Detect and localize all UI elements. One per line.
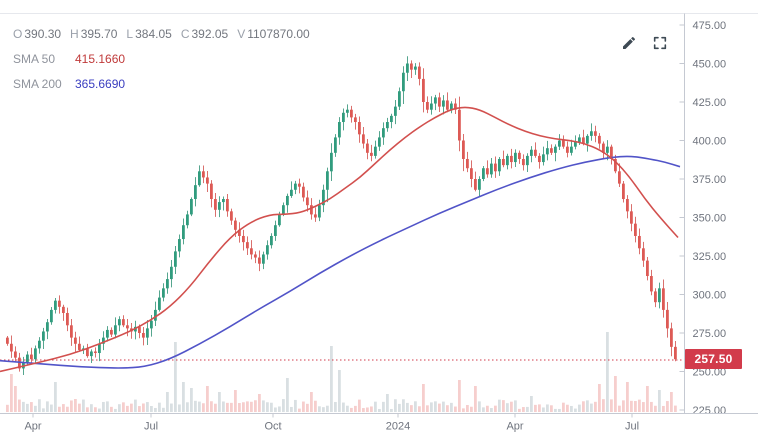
time-tick-label: Oct	[264, 421, 281, 433]
time-tick-label: Jul	[144, 421, 158, 433]
sma200-legend: SMA 200 365.6690	[13, 78, 319, 90]
price-tick-label: 325.00	[693, 251, 727, 263]
sma200-value: 365.6690	[75, 77, 126, 91]
volume-value: V 1107870.00	[237, 27, 310, 41]
price-tick-label: 425.00	[693, 97, 727, 109]
sma50-value: 415.1660	[75, 52, 126, 66]
chart-legend: O 390.30 H 395.70 L 384.05 C 392.05 V 1107870…	[13, 28, 319, 103]
candles	[6, 56, 677, 376]
price-tick-label: 250.00	[693, 367, 727, 379]
time-tick-label: Apr	[24, 421, 41, 433]
time-axis[interactable]: Apr Jul Oct 2024 Apr Jul	[0, 413, 758, 433]
price-tick-label: 225.00	[693, 405, 727, 417]
volume-bars	[6, 332, 677, 412]
time-tick-label: Jul	[625, 421, 639, 433]
price-tick-label: 375.00	[693, 174, 727, 186]
sma200-line	[0, 155, 681, 369]
sma50-line	[0, 106, 679, 373]
price-tick-label: 400.00	[693, 136, 727, 148]
last-price-badge: 257.50	[685, 349, 742, 369]
draw-icon[interactable]	[621, 35, 637, 51]
high-value: H 395.70	[70, 27, 118, 41]
sma200-label: SMA 200	[13, 77, 62, 91]
time-tick-label: 2024	[386, 421, 410, 433]
open-value: O 390.30	[13, 27, 62, 41]
price-tick-label: 475.00	[693, 20, 727, 32]
price-tick-label: 300.00	[693, 290, 727, 302]
ohlc-legend: O 390.30 H 395.70 L 384.05 C 392.05 V 1107870…	[13, 28, 319, 40]
time-tick-label: Apr	[506, 421, 523, 433]
price-tick-label: 275.00	[693, 328, 727, 340]
low-value: L 384.05	[126, 27, 172, 41]
sma50-label: SMA 50	[13, 52, 56, 66]
chart-toolbar	[621, 35, 668, 51]
fullscreen-icon[interactable]	[652, 35, 668, 51]
close-value: C 392.05	[180, 27, 229, 41]
price-tick-label: 450.00	[693, 59, 727, 71]
price-tick-label: 350.00	[693, 213, 727, 225]
sma50-legend: SMA 50 415.1660	[13, 53, 319, 65]
